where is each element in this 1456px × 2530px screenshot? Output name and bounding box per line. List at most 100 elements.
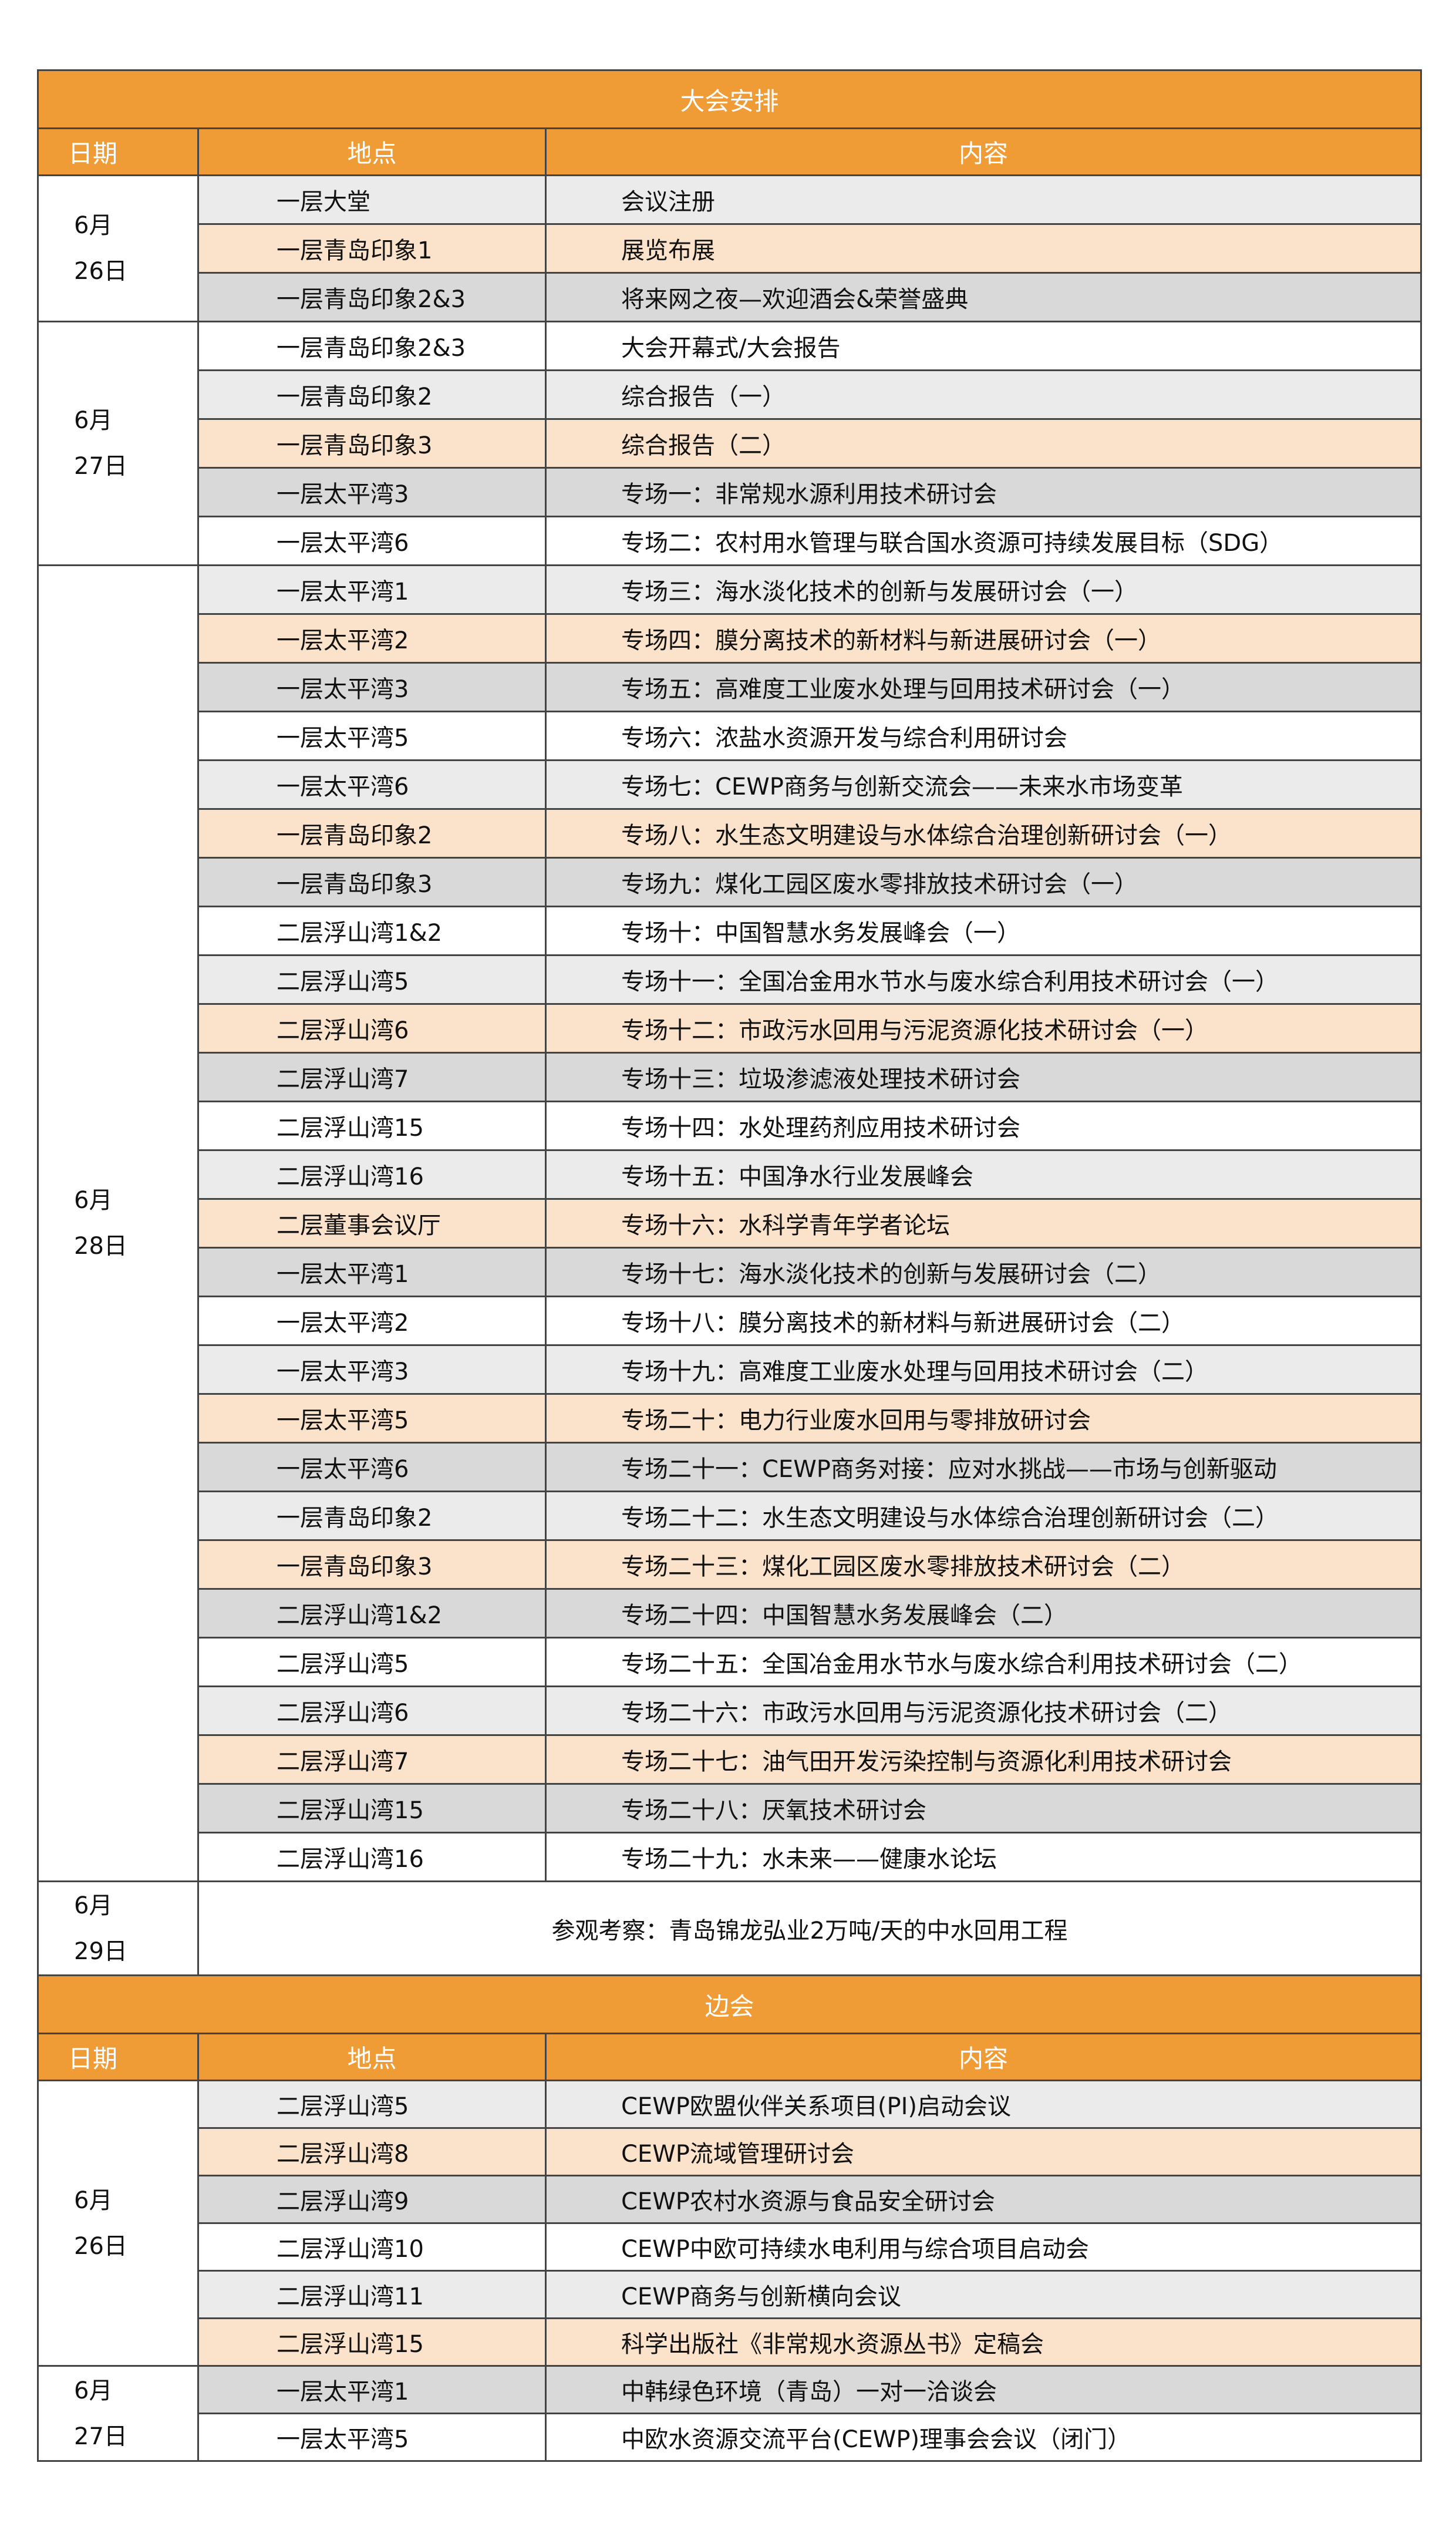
table-row: 二层浮山湾10 CEWP中欧可持续水电利用与综合项目启动会 (38, 2222, 1423, 2272)
location-cell: 二层浮山湾10 (197, 2222, 547, 2272)
content-cell: 专场二十九：水未来——健康水论坛 (544, 1832, 1423, 1882)
date-day: 26日 (74, 2232, 127, 2260)
date-day: 27日 (74, 2423, 127, 2450)
date-month: 6月 (74, 212, 113, 239)
content-cell: 专场十八：膜分离技术的新材料与新进展研讨会（二） (544, 1296, 1423, 1346)
content-cell: 专场二十七：油气田开发污染控制与资源化利用技术研讨会 (544, 1734, 1423, 1785)
table-row: 6月 28日 一层太平湾1 专场三：海水淡化技术的创新与发展研讨会（一） (37, 564, 1423, 1882)
content-cell: 专场十：中国智慧水务发展峰会（一） (544, 906, 1423, 956)
content-cell: 专场二十一：CEWP商务对接：应对水挑战——市场与创新驱动 (544, 1442, 1423, 1492)
content-cell: CEWP商务与创新横向会议 (544, 2270, 1423, 2319)
content-cell: 中韩绿色环境（青岛）一对一洽谈会 (544, 2365, 1423, 2414)
table-row: 一层太平湾1 专场十七：海水淡化技术的创新与发展研讨会（二） (38, 1247, 1423, 1297)
location-cell: 二层浮山湾9 (197, 2175, 547, 2224)
table-row: 一层青岛印象2 综合报告（一） (38, 369, 1423, 420)
table-row: 一层青岛印象1 展览布展 (38, 223, 1423, 274)
content-cell: 专场十二：市政污水回用与污泥资源化技术研讨会（一） (544, 1003, 1423, 1054)
table-row: 一层青岛印象2 专场二十二：水生态文明建设与水体综合治理创新研讨会（二） (38, 1491, 1423, 1541)
location-cell: 二层浮山湾1&2 (197, 906, 547, 956)
content-cell: 大会开幕式/大会报告 (544, 321, 1423, 371)
location-cell: 一层太平湾1 (197, 564, 547, 615)
content-cell: 专场十六：水科学青年学者论坛 (544, 1198, 1423, 1249)
location-cell: 一层太平湾1 (197, 1247, 547, 1297)
location-cell: 一层青岛印象2 (197, 1491, 547, 1541)
location-cell: 二层浮山湾15 (197, 1783, 547, 1833)
location-cell: 一层大堂 (197, 174, 547, 225)
visit-content: 参观考察：青岛锦龙弘业2万吨/天的中水回用工程 (197, 1880, 1423, 1976)
table-row: 二层浮山湾11 CEWP商务与创新横向会议 (38, 2270, 1423, 2319)
date-month: 6月 (74, 2186, 113, 2214)
table-row: 二层浮山湾15 专场十四：水处理药剂应用技术研讨会 (38, 1101, 1423, 1151)
content-cell: 专场二十：电力行业废水回用与零排放研讨会 (544, 1393, 1423, 1444)
content-cell: 专场二十五：全国冶金用水节水与废水综合利用技术研讨会（二） (544, 1637, 1423, 1687)
table-row: 二层浮山湾15 专场二十八：厌氧技术研讨会 (38, 1783, 1423, 1833)
location-cell: 二层浮山湾6 (197, 1003, 547, 1054)
location-cell: 二层浮山湾8 (197, 2127, 547, 2176)
content-cell: 专场二十四：中国智慧水务发展峰会（二） (544, 1588, 1423, 1639)
location-cell: 二层浮山湾5 (197, 954, 547, 1005)
content-cell: 专场五：高难度工业废水处理与回用技术研讨会（一） (544, 662, 1423, 712)
location-cell: 一层太平湾6 (197, 516, 547, 566)
table-row: 一层太平湾2 专场四：膜分离技术的新材料与新进展研讨会（一） (38, 613, 1423, 664)
location-cell: 二层浮山湾5 (197, 2080, 547, 2129)
content-cell: CEWP农村水资源与食品安全研讨会 (544, 2175, 1423, 2224)
content-cell: 专场十九：高难度工业废水处理与回用技术研讨会（二） (544, 1344, 1423, 1395)
location-cell: 二层浮山湾1&2 (197, 1588, 547, 1639)
section-title-row: 边会 (36, 1974, 1423, 2034)
table-row: 一层青岛印象3 综合报告（二） (38, 418, 1423, 469)
date-month: 6月 (74, 1187, 113, 1214)
content-cell: 中欧水资源交流平台(CEWP)理事会会议（闭门） (544, 2413, 1423, 2462)
content-cell: 专场十五：中国净水行业发展峰会 (544, 1149, 1423, 1200)
table-row: 6月 26日 二层浮山湾5 CEWP欧盟伙伴关系项目(PI)启动会议 (37, 2080, 1423, 2367)
table-row: 二层董事会议厅 专场十六：水科学青年学者论坛 (38, 1198, 1423, 1249)
content-cell: CEWP中欧可持续水电利用与综合项目启动会 (544, 2222, 1423, 2272)
table-row: 一层太平湾6 专场二：农村用水管理与联合国水资源可持续发展目标（SDG） (38, 516, 1423, 566)
content-cell: 将来网之夜—欢迎酒会&荣誉盛典 (544, 272, 1423, 322)
table-row: 二层浮山湾5 专场十一：全国冶金用水节水与废水综合利用技术研讨会（一） (38, 954, 1423, 1005)
content-cell: 专场十四：水处理药剂应用技术研讨会 (544, 1101, 1423, 1151)
content-cell: 专场二十三：煤化工园区废水零排放技术研讨会（二） (544, 1539, 1423, 1590)
date-cell: 6月 26日 (37, 174, 199, 322)
table-row: 一层太平湾2 专场十八：膜分离技术的新材料与新进展研讨会（二） (38, 1296, 1423, 1346)
location-cell: 一层太平湾3 (197, 467, 547, 517)
header-date: 日期 (37, 2033, 199, 2081)
content-cell: 综合报告（一） (544, 369, 1423, 420)
header-location: 地点 (197, 2033, 547, 2081)
content-cell: CEWP流域管理研讨会 (544, 2127, 1423, 2176)
section-title-row: 大会安排 (36, 69, 1423, 129)
table-row: 二层浮山湾1&2 专场十：中国智慧水务发展峰会（一） (38, 906, 1423, 956)
header-location: 地点 (197, 127, 547, 176)
content-cell: 专场一：非常规水源利用技术研讨会 (544, 467, 1423, 517)
table-row: 一层青岛印象2 专场八：水生态文明建设与水体综合治理创新研讨会（一） (38, 808, 1423, 859)
location-cell: 二层浮山湾16 (197, 1149, 547, 1200)
location-cell: 一层太平湾6 (197, 759, 547, 810)
location-cell: 一层青岛印象2 (197, 369, 547, 420)
table-row: 二层浮山湾15 科学出版社《非常规水资源丛书》定稿会 (38, 2317, 1423, 2367)
location-cell: 一层太平湾3 (197, 1344, 547, 1395)
content-cell: 综合报告（二） (544, 418, 1423, 469)
content-cell: CEWP欧盟伙伴关系项目(PI)启动会议 (544, 2080, 1423, 2129)
table-row: 二层浮山湾7 专场二十七：油气田开发污染控制与资源化利用技术研讨会 (38, 1734, 1423, 1785)
table-row: 一层太平湾5 中欧水资源交流平台(CEWP)理事会会议（闭门） (38, 2413, 1423, 2462)
column-header-row: 日期 地点 内容 (37, 127, 1423, 176)
table-row: 一层青岛印象2&3 将来网之夜—欢迎酒会&荣誉盛典 (38, 272, 1423, 322)
content-cell: 专场十一：全国冶金用水节水与废水综合利用技术研讨会（一） (544, 954, 1423, 1005)
location-cell: 二层浮山湾5 (197, 1637, 547, 1687)
content-cell: 专场十七：海水淡化技术的创新与发展研讨会（二） (544, 1247, 1423, 1297)
date-cell: 6月 26日 (37, 2080, 199, 2367)
location-cell: 一层太平湾3 (197, 662, 547, 712)
table-row: 二层浮山湾1&2 专场二十四：中国智慧水务发展峰会（二） (38, 1588, 1423, 1639)
column-header-row: 日期 地点 内容 (37, 2033, 1423, 2081)
table-row: 二层浮山湾6 专场二十六：市政污水回用与污泥资源化技术研讨会（二） (38, 1685, 1423, 1736)
date-cell: 6月 28日 (37, 564, 199, 1882)
location-cell: 一层青岛印象2 (197, 808, 547, 859)
location-cell: 二层浮山湾15 (197, 2317, 547, 2367)
table-row: 二层浮山湾16 专场十五：中国净水行业发展峰会 (38, 1149, 1423, 1200)
header-content: 内容 (544, 2033, 1423, 2081)
main-schedule-table: 大会安排 日期 地点 内容 6月 26日 一层大堂 会议注册 一层青岛印象1 展览布展 一层青岛印象… (36, 69, 1423, 1976)
table-row: 二层浮山湾7 专场十三：垃圾渗滤液处理技术研讨会 (38, 1052, 1423, 1102)
location-cell: 一层青岛印象2&3 (197, 321, 547, 371)
table-row: 二层浮山湾9 CEWP农村水资源与食品安全研讨会 (38, 2175, 1423, 2224)
table-row: 一层太平湾3 专场十九：高难度工业废水处理与回用技术研讨会（二） (38, 1344, 1423, 1395)
date-day: 29日 (74, 1937, 127, 1965)
